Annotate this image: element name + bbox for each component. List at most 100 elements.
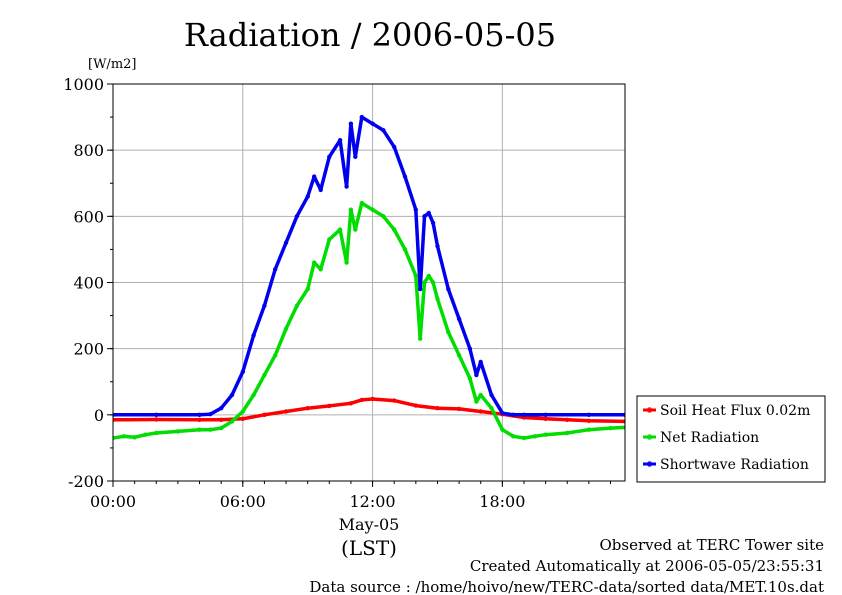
data-point [413,403,418,408]
data-point [426,210,431,216]
data-point [370,121,375,126]
data-point [456,353,462,358]
plot-frame [112,83,626,482]
data-point [318,187,323,193]
data-point [348,121,354,126]
x-date-label: May-05 [339,515,400,534]
data-point [426,273,431,279]
data-point [543,416,548,421]
data-point [392,398,397,403]
data-point [500,427,505,432]
series-line-net-radiation [113,201,625,440]
data-point [327,403,332,409]
data-point [521,412,527,417]
legend-marker [646,461,653,467]
data-point [359,114,364,120]
data-point [348,207,354,212]
data-point [305,194,310,199]
data-point [344,260,349,265]
series-soil-heat-flux-0-02m [113,396,625,424]
data-point [240,416,245,421]
data-point [218,425,224,431]
data-point [337,137,343,143]
data-point [489,406,494,411]
chart-title: Radiation / 2006-05-05 [184,16,556,54]
data-point [511,434,516,439]
data-point [511,412,516,417]
y-tick-label: -200 [68,472,104,491]
data-point [348,401,354,406]
data-point [154,417,159,422]
data-point [175,429,181,434]
data-point [402,247,408,252]
data-point [413,273,418,279]
data-point [370,207,375,212]
data-point [543,432,548,437]
data-point [622,419,625,424]
data-point [586,427,592,432]
legend-box [636,395,826,483]
legend: Soil Heat Flux 0.02m Net Radiation Shortwa… [636,395,826,483]
data-point [337,227,343,232]
data-point [154,412,159,417]
data-point [262,412,267,417]
y-axis-ticks: 1000 800 600 400 200 0 -200 [63,75,113,491]
data-point [327,154,332,159]
data-point [608,425,613,431]
data-point [622,412,625,417]
legend-marker [646,407,653,413]
data-point [229,419,235,424]
data-point [543,412,548,417]
data-point [474,399,479,404]
data-point [622,425,625,430]
data-point [240,409,245,414]
legend-marker [646,434,653,440]
data-point [521,435,527,441]
data-point [283,326,289,331]
data-point [113,435,116,441]
data-point [273,267,278,272]
series-lines [113,114,625,441]
data-point [422,280,427,285]
data-point [208,427,213,432]
legend-item-net-radiation: Net Radiation [643,430,759,446]
data-point [422,214,427,219]
data-point [359,397,364,403]
data-point [418,286,423,292]
data-point [532,434,537,439]
data-point [229,392,235,398]
y-tick-label: 0 [94,406,104,425]
data-point [197,427,202,432]
data-point [478,392,483,398]
legend-label: Net Radiation [660,430,759,446]
data-point [586,412,592,417]
data-point [392,227,397,232]
y-tick-label: 400 [73,274,104,293]
series-shortwave-radiation [113,114,625,417]
data-point [435,406,440,411]
data-point [467,346,473,351]
y-tick-label: 800 [73,141,104,160]
data-point [430,280,436,285]
data-point [294,214,300,219]
data-point [197,417,202,422]
data-point [381,214,386,219]
y-tick-label: 200 [73,340,104,359]
data-point [143,432,148,437]
data-point [565,417,570,422]
data-point [489,392,494,398]
data-point [402,174,408,179]
data-point [370,396,375,402]
data-point [121,434,126,439]
footer-source: Data source : /home/hoivo/new/TERC-data/… [309,578,824,595]
y-tick-label: 1000 [63,75,104,94]
data-point [565,430,570,436]
data-point [478,409,483,414]
data-point [113,412,116,417]
data-point [132,435,137,440]
data-point [456,406,462,412]
data-point [467,376,473,381]
data-point [318,267,323,272]
data-point [208,412,213,417]
